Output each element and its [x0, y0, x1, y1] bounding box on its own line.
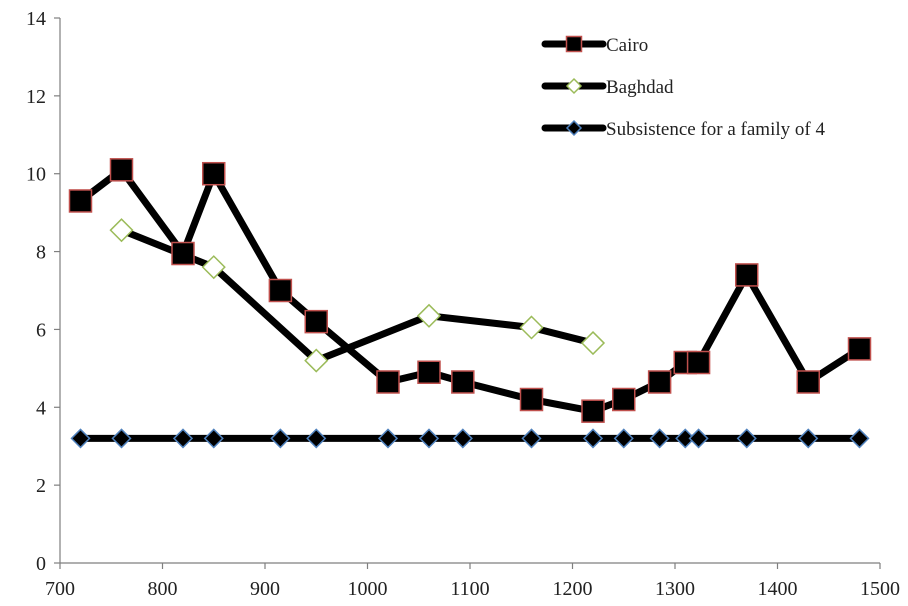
legend-label-cairo: Cairo: [606, 35, 648, 56]
y-tick-label: 10: [26, 164, 46, 186]
data-point-subsistence-for-a-family-of-4: [649, 428, 670, 449]
y-tick-label: 0: [36, 553, 46, 575]
series-line-baghdad: [118, 226, 597, 365]
data-point-subsistence-for-a-family-of-4: [736, 428, 757, 449]
y-tick-label: 6: [36, 319, 46, 341]
data-point-cairo: [847, 337, 872, 361]
data-point-baghdad: [304, 348, 329, 373]
data-point-cairo: [171, 241, 195, 266]
data-point-subsistence-for-a-family-of-4: [270, 428, 291, 449]
data-point-subsistence-for-a-family-of-4: [675, 428, 696, 449]
x-tick-label: 1500: [860, 578, 900, 600]
y-tick-label: 14: [26, 8, 46, 30]
x-tick-label: 1100: [450, 578, 489, 600]
data-point-cairo: [68, 189, 93, 213]
series-baghdad: [109, 218, 606, 373]
data-point-subsistence-for-a-family-of-4: [849, 428, 870, 449]
y-tick-label: 2: [36, 475, 46, 497]
x-tick-label: 800: [148, 578, 178, 600]
data-point-subsistence-for-a-family-of-4: [452, 428, 473, 449]
data-point-cairo: [686, 350, 711, 375]
data-point-cairo: [796, 370, 820, 394]
data-point-subsistence-for-a-family-of-4: [521, 428, 542, 449]
data-point-subsistence-for-a-family-of-4: [377, 428, 399, 449]
data-point-baghdad: [416, 303, 442, 328]
series-cairo: [68, 158, 872, 423]
legend-label-subsistence-for-a-family-of-4: Subsistence for a family of 4: [606, 119, 825, 140]
data-point-cairo: [519, 387, 544, 412]
legend-marker-cairo: [565, 35, 583, 53]
data-point-cairo: [451, 370, 475, 394]
legend-entry-baghdad: Baghdad: [541, 77, 674, 98]
data-point-subsistence-for-a-family-of-4: [70, 428, 91, 449]
data-point-cairo: [304, 309, 328, 334]
data-point-cairo: [581, 399, 605, 423]
legend-label-baghdad: Baghdad: [606, 77, 674, 98]
legend-marker-baghdad: [565, 77, 583, 95]
data-point-cairo: [268, 278, 293, 303]
data-point-baghdad: [109, 218, 134, 243]
legend-entry-cairo: Cairo: [541, 35, 648, 56]
legend-entry-subsistence-for-a-family-of-4: Subsistence for a family of 4: [541, 119, 825, 140]
data-point-subsistence-for-a-family-of-4: [172, 428, 194, 449]
data-point-baghdad: [519, 315, 544, 340]
y-tick-label: 4: [36, 397, 46, 419]
data-point-baghdad: [201, 255, 226, 280]
data-point-subsistence-for-a-family-of-4: [613, 428, 634, 449]
chart-legend: Cairo Baghdad Subsistence for a family of …: [541, 35, 825, 140]
data-point-cairo: [612, 387, 636, 412]
data-point-cairo: [376, 370, 400, 394]
data-point-subsistence-for-a-family-of-4: [688, 428, 709, 449]
x-tick-label: 1400: [758, 578, 798, 600]
data-point-subsistence-for-a-family-of-4: [306, 428, 327, 449]
data-point-subsistence-for-a-family-of-4: [418, 428, 440, 449]
data-point-subsistence-for-a-family-of-4: [111, 428, 132, 449]
x-tick-label: 1200: [553, 578, 593, 600]
plot-area: [68, 158, 872, 449]
x-tick-label: 700: [45, 578, 75, 600]
series-subsistence-for-a-family-of-4: [70, 428, 870, 449]
chart-axes: 0 2 4 6 8 10 12 14 700 800 900 1000 1100 1200 1300 1400…: [26, 8, 900, 600]
data-point-cairo: [417, 360, 441, 384]
data-point-subsistence-for-a-family-of-4: [798, 428, 819, 449]
data-point-cairo: [647, 370, 672, 394]
data-point-cairo: [109, 158, 134, 182]
y-tick-label: 12: [26, 86, 46, 108]
data-point-cairo: [202, 161, 226, 186]
data-point-cairo: [735, 263, 759, 287]
data-point-baghdad: [580, 330, 606, 356]
series-line-cairo: [77, 166, 863, 415]
x-tick-label: 1300: [655, 578, 695, 600]
x-tick-label: 900: [250, 578, 280, 600]
x-tick-label: 1000: [348, 578, 388, 600]
y-tick-label: 8: [36, 242, 46, 264]
data-point-subsistence-for-a-family-of-4: [582, 428, 604, 449]
legend-marker-subsistence-for-a-family-of-4: [565, 119, 583, 137]
data-point-subsistence-for-a-family-of-4: [203, 428, 224, 449]
